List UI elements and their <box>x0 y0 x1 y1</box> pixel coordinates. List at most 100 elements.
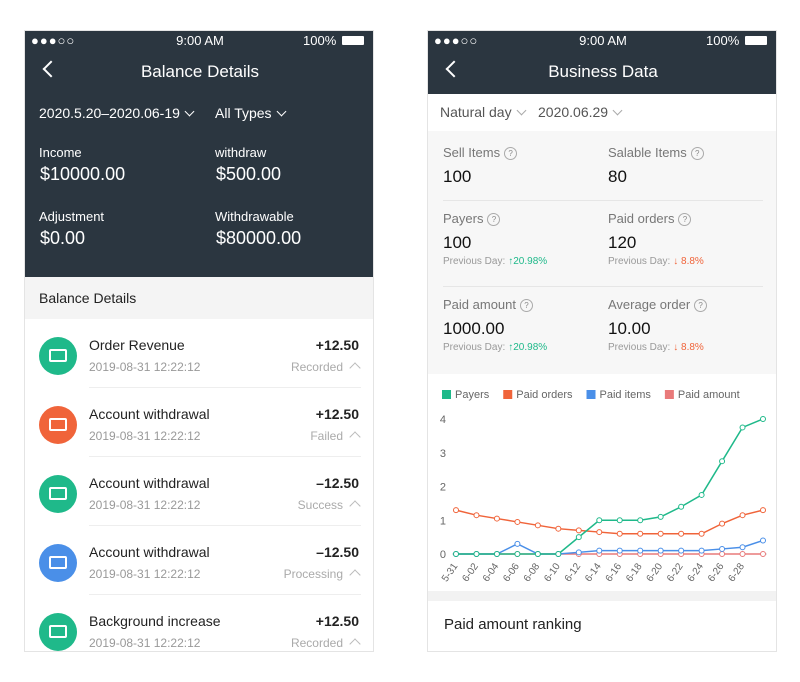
data-point <box>657 513 664 520</box>
signal: ●●●○○ <box>434 33 479 48</box>
battery-icon <box>342 36 364 45</box>
icon-glyph <box>49 349 67 362</box>
balance-screen: ●●●○○ 9:00 AM 100% Balance Details 2020.… <box>24 30 374 652</box>
data-point <box>616 530 623 537</box>
metric-value: 10.00 <box>608 319 651 338</box>
data-point <box>760 507 766 514</box>
transaction-status: Processing <box>284 567 361 581</box>
help-icon[interactable]: ? <box>694 299 708 312</box>
type-filter[interactable]: All Types <box>215 105 286 121</box>
x-tick-label: 6-16 <box>604 561 625 584</box>
transaction-title: Order Revenue <box>89 337 185 353</box>
prev-label: Previous Day: <box>443 256 506 267</box>
data-point <box>616 517 623 524</box>
expand-icon[interactable] <box>349 638 361 650</box>
legend-label: Paid orders <box>516 389 573 401</box>
separator <box>89 387 361 388</box>
change-value: ↑20.98% <box>508 256 548 267</box>
data-point <box>657 530 664 537</box>
metric-label: Paid amount? <box>443 297 533 312</box>
date-filter[interactable]: 2020.06.29 <box>538 104 623 120</box>
data-point <box>719 545 726 552</box>
change-value: ↑20.98% <box>508 342 548 353</box>
help-icon[interactable]: ? <box>487 213 501 226</box>
metric-label: Sell Items? <box>443 145 518 160</box>
data-point <box>575 527 582 534</box>
transaction-amount: +12.50 <box>315 406 359 422</box>
icon-glyph <box>49 556 67 569</box>
x-tick-label: 6-04 <box>481 561 502 584</box>
data-point <box>473 512 480 519</box>
data-point <box>514 540 521 547</box>
metric-label: Payers? <box>443 211 501 226</box>
summary-value: $10000.00 <box>40 164 126 184</box>
legend-swatch <box>442 390 451 399</box>
transaction-title: Background increase <box>89 613 221 629</box>
data-point <box>534 522 541 529</box>
icon-glyph <box>49 487 67 500</box>
metric-value: 100 <box>443 167 472 186</box>
data-point <box>698 491 705 498</box>
data-point <box>637 517 644 524</box>
section-title: Balance Details <box>39 290 137 306</box>
summary-label: Adjustment <box>39 209 105 224</box>
separator <box>443 286 763 287</box>
data-point <box>719 551 726 557</box>
data-point <box>760 551 766 557</box>
battery: 100% <box>303 33 337 48</box>
filter-text: Natural day <box>440 104 512 120</box>
section-band <box>25 277 373 319</box>
metric-change: Previous Day: ↓ 8.8% <box>608 342 704 353</box>
data-point <box>678 503 685 510</box>
expand-icon[interactable] <box>349 500 361 512</box>
ranking-title: Paid amount ranking <box>444 616 582 633</box>
data-point <box>739 551 746 557</box>
divider <box>428 591 776 601</box>
data-point <box>555 551 562 557</box>
data-point <box>514 518 521 525</box>
period-filter[interactable]: Natural day <box>440 104 527 120</box>
x-tick-label: 6-08 <box>522 561 543 584</box>
x-tick-label: 6-20 <box>645 561 666 584</box>
x-tick-label: 6-18 <box>624 561 645 584</box>
legend-label: Paid items <box>600 389 652 401</box>
transaction-title: Account withdrawal <box>89 406 210 422</box>
help-icon[interactable]: ? <box>504 147 518 160</box>
transaction-date: 2019-08-31 12:22:12 <box>89 429 201 443</box>
legend-swatch <box>664 390 674 399</box>
metric-label: Paid orders? <box>608 211 692 226</box>
data-point <box>637 547 644 554</box>
separator <box>443 200 763 201</box>
data-point <box>493 551 500 557</box>
time: 9:00 AM <box>579 33 627 48</box>
expand-icon[interactable] <box>349 569 361 581</box>
data-point <box>616 547 623 554</box>
expand-icon[interactable] <box>349 431 361 443</box>
prev-label: Previous Day: <box>608 256 671 267</box>
icon-glyph <box>49 418 67 431</box>
help-icon[interactable]: ? <box>678 213 692 226</box>
series-line <box>456 418 764 555</box>
data-point <box>575 534 582 541</box>
separator <box>89 525 361 526</box>
data-point <box>657 547 664 554</box>
data-point <box>719 520 726 527</box>
date-filter[interactable]: 2020.5.20–2020.06-19 <box>39 105 195 121</box>
series-line <box>455 509 764 535</box>
help-icon[interactable]: ? <box>690 147 704 160</box>
data-point <box>514 551 521 557</box>
transaction-icon <box>39 406 77 444</box>
filter-text: 2020.5.20–2020.06-19 <box>39 105 180 121</box>
separator <box>89 594 361 595</box>
metric-value: 80 <box>608 167 627 186</box>
status-text: Recorded <box>290 360 343 374</box>
x-tick-label: 6-14 <box>583 561 604 584</box>
y-tick-label: 2 <box>440 482 446 494</box>
help-icon[interactable]: ? <box>520 299 533 312</box>
legend-swatch <box>586 390 596 399</box>
summary-label: Income <box>39 145 82 160</box>
business-screen: ●●●○○ 9:00 AM 100% Business Data Natural… <box>427 30 777 652</box>
transaction-date: 2019-08-31 12:22:12 <box>89 567 201 581</box>
expand-icon[interactable] <box>349 362 361 374</box>
